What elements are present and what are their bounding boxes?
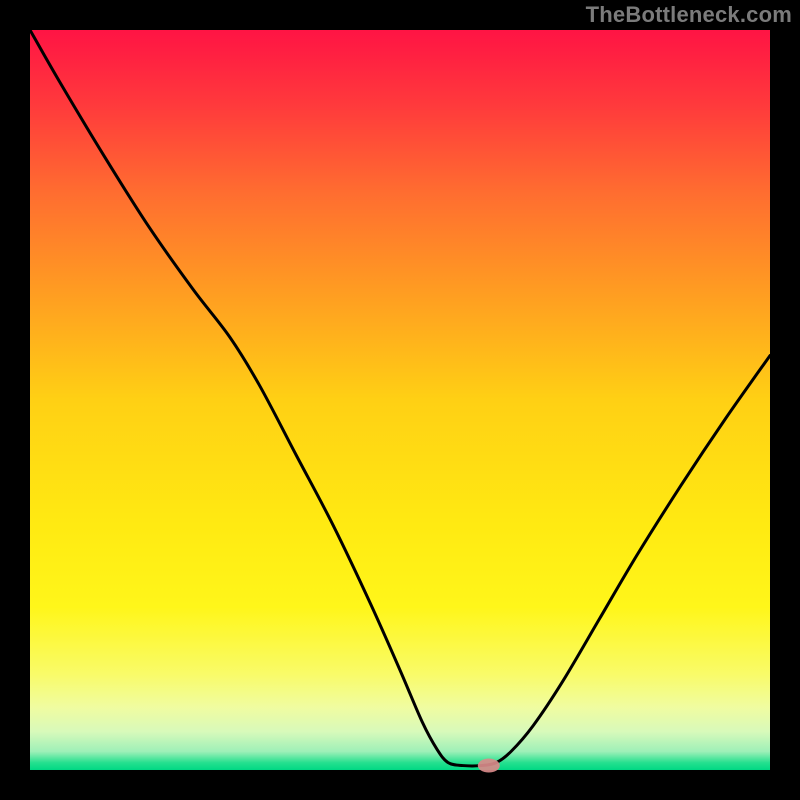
plot-area <box>30 30 770 770</box>
watermark-label: TheBottleneck.com <box>586 2 792 28</box>
chart-stage: TheBottleneck.com <box>0 0 800 800</box>
sweet-spot-marker <box>478 759 500 773</box>
bottleneck-chart <box>0 0 800 800</box>
